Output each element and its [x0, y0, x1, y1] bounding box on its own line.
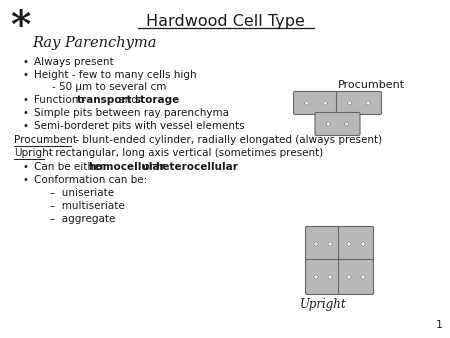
Text: Semi-borderet pits with vessel elements: Semi-borderet pits with vessel elements: [34, 121, 245, 131]
Circle shape: [323, 101, 328, 105]
Text: Always present: Always present: [34, 57, 113, 67]
Text: - blunt-ended cylinder, radially elongated (always present): - blunt-ended cylinder, radially elongat…: [72, 135, 382, 145]
Circle shape: [366, 101, 370, 105]
Text: –  uniseriate: – uniseriate: [50, 188, 114, 198]
Circle shape: [305, 101, 309, 105]
Text: Simple pits between ray parenchyma: Simple pits between ray parenchyma: [34, 108, 229, 118]
Text: Ray Parenchyma: Ray Parenchyma: [32, 36, 157, 50]
Text: Hardwood Cell Type: Hardwood Cell Type: [145, 14, 305, 29]
Text: 1: 1: [436, 320, 443, 330]
Text: Conformation can be:: Conformation can be:: [34, 175, 147, 185]
FancyBboxPatch shape: [338, 260, 373, 294]
Text: •: •: [22, 57, 28, 67]
Text: Upright: Upright: [300, 298, 346, 311]
Text: - rectangular, long axis vertical (sometimes present): - rectangular, long axis vertical (somet…: [45, 148, 323, 158]
Text: •: •: [22, 121, 28, 131]
Text: *: *: [10, 8, 31, 46]
Circle shape: [361, 275, 365, 279]
Text: •: •: [22, 70, 28, 80]
Circle shape: [328, 275, 332, 279]
Circle shape: [345, 122, 349, 126]
FancyBboxPatch shape: [337, 92, 382, 115]
Text: transport: transport: [77, 95, 133, 105]
FancyBboxPatch shape: [338, 226, 373, 262]
FancyBboxPatch shape: [306, 260, 341, 294]
Text: Function -: Function -: [34, 95, 89, 105]
Text: •: •: [22, 162, 28, 172]
Circle shape: [361, 242, 365, 246]
Text: •: •: [22, 95, 28, 105]
Circle shape: [328, 242, 332, 246]
Circle shape: [314, 275, 318, 279]
Circle shape: [347, 275, 351, 279]
Text: Procumbent: Procumbent: [338, 80, 405, 90]
Circle shape: [326, 122, 330, 126]
Text: storage: storage: [134, 95, 180, 105]
FancyBboxPatch shape: [306, 226, 341, 262]
Circle shape: [347, 242, 351, 246]
Text: Upright: Upright: [14, 148, 53, 158]
Circle shape: [347, 101, 352, 105]
Text: Height - few to many cells high: Height - few to many cells high: [34, 70, 197, 80]
Text: or: or: [140, 162, 157, 172]
Text: –  multiseriate: – multiseriate: [50, 201, 125, 211]
Text: and: and: [115, 95, 141, 105]
Text: –  aggregate: – aggregate: [50, 214, 115, 224]
Text: homocellular: homocellular: [89, 162, 165, 172]
Text: Procumbent: Procumbent: [14, 135, 77, 145]
FancyBboxPatch shape: [293, 92, 338, 115]
Text: •: •: [22, 175, 28, 185]
Text: Can be either: Can be either: [34, 162, 108, 172]
Circle shape: [314, 242, 318, 246]
Text: •: •: [22, 108, 28, 118]
Text: heterocellular: heterocellular: [156, 162, 238, 172]
FancyBboxPatch shape: [315, 113, 360, 136]
Text: - 50 μm to several cm: - 50 μm to several cm: [52, 82, 166, 92]
